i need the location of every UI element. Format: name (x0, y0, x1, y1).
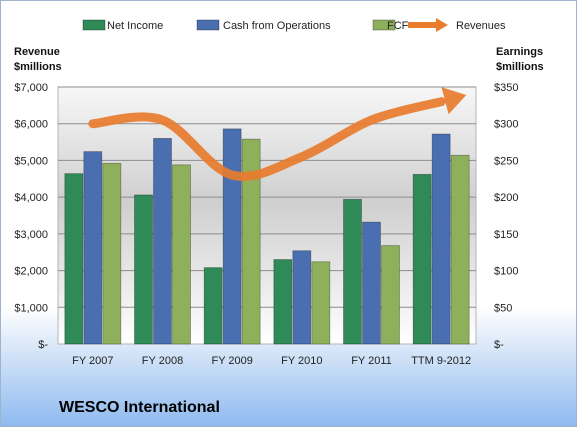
x-tick-label: FY 2009 (211, 355, 252, 367)
legend-label: FCF (387, 20, 409, 32)
x-tick-label: TTM 9-2012 (411, 355, 471, 367)
bar-cash-from-operations (292, 250, 312, 345)
bar-net-income (412, 173, 432, 345)
left-tick-label: $3,000 (14, 229, 48, 241)
x-tick-label: FY 2010 (281, 355, 322, 367)
bar-net-income (64, 173, 84, 345)
bar-fcf (102, 162, 122, 345)
legend-item: FCF (372, 19, 409, 32)
plot-area (57, 86, 477, 345)
left-tick-label: $- (38, 339, 48, 351)
left-tick-label: $2,000 (14, 266, 48, 278)
left-axis-ticks: $- $1,000 $2,000 $3,000 $4,000 $5,000 $6,000 $7… (14, 82, 48, 351)
right-tick-label: $- (494, 339, 504, 351)
legend-swatch (372, 19, 396, 31)
bar-fcf (311, 261, 331, 345)
right-tick-label: $350 (494, 82, 518, 94)
bar-fcf (241, 138, 261, 345)
right-axis-title: Earnings $millions (496, 45, 556, 75)
company-name: WESCO International (59, 399, 220, 416)
legend-swatch (196, 19, 220, 31)
bar-net-income (343, 198, 362, 345)
legend-item: Cash from Operations (196, 19, 331, 32)
right-tick-label: $250 (494, 155, 518, 167)
left-axis-title-line2: $millions (14, 61, 62, 73)
bar-cash-from-operations (222, 128, 242, 345)
left-tick-label: $5,000 (14, 155, 48, 167)
bar-fcf (172, 164, 191, 345)
x-tick-label: FY 2011 (351, 355, 392, 367)
gridlines (58, 86, 476, 308)
legend-swatch-arrow (436, 18, 448, 32)
bar-net-income (203, 267, 223, 345)
right-tick-label: $200 (494, 192, 518, 204)
revenue-line-group (88, 87, 467, 181)
revenue-arrowhead (441, 87, 467, 115)
right-tick-label: $300 (494, 119, 518, 131)
bar-fcf (450, 154, 470, 345)
bar-cash-from-operations (431, 133, 451, 345)
bar-fcf (381, 245, 400, 345)
x-tick-label: FY 2008 (142, 355, 183, 367)
left-axis-title-line1: Revenue (14, 46, 60, 58)
legend-swatch (82, 19, 106, 31)
legend-label: Net Income (107, 20, 163, 32)
right-axis-title-line1: Earnings (496, 46, 544, 58)
right-tick-label: $100 (494, 266, 518, 278)
left-tick-label: $1,000 (14, 302, 48, 314)
bar-cash-from-operations (83, 151, 103, 345)
bar-cash-from-operations (362, 221, 381, 345)
bar-net-income (134, 194, 153, 345)
bar-net-income (273, 259, 293, 345)
legend-label: Revenues (456, 20, 506, 32)
right-axis-ticks: $- $50 $100 $150 $200 $250 $300 $350 (494, 82, 518, 351)
right-tick-label: $50 (494, 302, 512, 314)
x-axis-labels: FY 2007 FY 2008 FY 2009 FY 2010 FY 2011 TTM 9… (72, 355, 471, 367)
legend-item: Net Income (82, 19, 163, 32)
left-axis-title: Revenue $millions (14, 45, 74, 75)
legend: Net Income Cash from Operations FCF Revenue… (82, 18, 506, 32)
right-tick-label: $150 (494, 229, 518, 241)
left-tick-label: $7,000 (14, 82, 48, 94)
legend-label: Cash from Operations (223, 20, 331, 32)
legend-item: Revenues (408, 18, 506, 32)
x-tick-label: FY 2007 (72, 355, 113, 367)
left-tick-label: $4,000 (14, 192, 48, 204)
bar-group (64, 128, 470, 345)
left-tick-label: $6,000 (14, 119, 48, 131)
revenue-line (88, 97, 446, 181)
bar-cash-from-operations (153, 137, 172, 345)
right-axis-title-line2: $millions (496, 61, 544, 73)
